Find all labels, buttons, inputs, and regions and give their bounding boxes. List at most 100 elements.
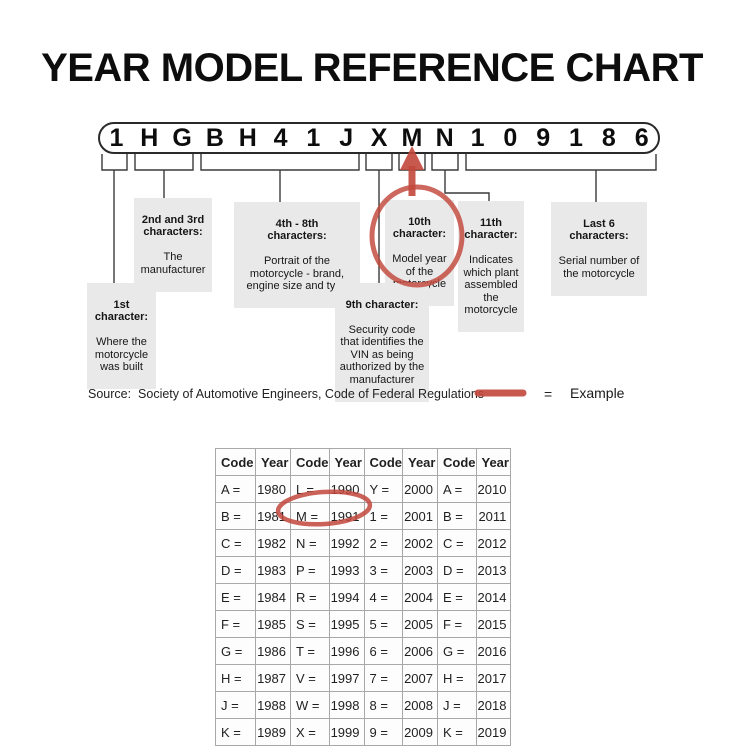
table-column-header: Year	[328, 448, 365, 476]
code-cell: G =	[437, 637, 477, 665]
bracket-char-10	[398, 154, 426, 171]
code-cell: 8 =	[363, 691, 403, 719]
table-row: G = 1986 T = 1996 6 = 2006 G = 2016	[215, 637, 512, 665]
callout-heading: 9th character:	[345, 298, 419, 311]
year-cell: 1981	[255, 502, 291, 530]
year-cell: 1987	[255, 664, 291, 692]
year-cell: 1982	[255, 529, 291, 557]
year-cell: 1980	[255, 475, 291, 503]
code-cell: A =	[437, 475, 477, 503]
code-cell: H =	[215, 664, 256, 692]
code-cell: Y =	[363, 475, 403, 503]
code-cell: C =	[437, 529, 477, 557]
year-cell: 2015	[475, 610, 512, 638]
year-cell: 1997	[328, 664, 365, 692]
code-cell: E =	[437, 583, 477, 611]
year-cell: 2001	[402, 502, 438, 530]
callout-4th-8th-characters: 4th - 8th characters: Portrait of the mo…	[234, 202, 360, 308]
bracket-last-6	[465, 154, 657, 171]
year-cell: 1991	[328, 502, 365, 530]
table-column-header: Year	[255, 448, 291, 476]
vin-character: H	[140, 123, 159, 152]
year-cell: 2007	[402, 664, 438, 692]
vin-character: 6	[634, 123, 649, 152]
code-cell: D =	[215, 556, 256, 584]
legend-label: Example	[570, 385, 625, 401]
table-row: K = 1989 X = 1999 9 = 2009 K = 2019	[215, 718, 512, 746]
year-code-table-body: A = 1980 L = 1990 Y = 2000 A = 2010 B = 1981 M = 19…	[215, 475, 512, 746]
year-cell: 2000	[402, 475, 438, 503]
vin-character: 8	[601, 123, 616, 152]
table-column-header: Year	[475, 448, 512, 476]
vin-character: J	[339, 123, 354, 152]
table-row: H = 1987 V = 1997 7 = 2007 H = 2017	[215, 664, 512, 692]
callout-body: Where the motorcycle was built	[94, 336, 149, 373]
callout-heading: 10th character:	[392, 215, 447, 241]
vin-character: M	[401, 123, 423, 152]
year-cell: 1999	[328, 718, 365, 746]
code-cell: X =	[290, 718, 330, 746]
legend-equals: =	[544, 386, 553, 402]
vin-character: 1	[306, 123, 321, 152]
callout-heading: 11th character:	[464, 216, 518, 242]
table-column-header: Code	[215, 448, 256, 476]
year-cell: 2008	[402, 691, 438, 719]
vin-character: B	[205, 123, 224, 152]
vin-character: N	[435, 123, 454, 152]
year-cell: 2013	[475, 556, 512, 584]
code-cell: C =	[215, 529, 256, 557]
callout-1st-character: 1st character: Where the motorcycle was …	[87, 283, 156, 389]
code-cell: E =	[215, 583, 256, 611]
vin-character: 4	[273, 123, 288, 152]
code-cell: J =	[215, 691, 256, 719]
table-row: A = 1980 L = 1990 Y = 2000 A = 2010	[215, 475, 512, 503]
year-cell: 2014	[475, 583, 512, 611]
year-cell: 1990	[328, 475, 365, 503]
year-cell: 1992	[328, 529, 365, 557]
code-cell: J =	[437, 691, 477, 719]
vin-character: 1	[109, 123, 124, 152]
bracket-chars-4-8	[200, 154, 360, 171]
code-cell: K =	[215, 718, 256, 746]
year-cell: 1995	[328, 610, 365, 638]
code-cell: 6 =	[363, 637, 403, 665]
code-cell: 2 =	[363, 529, 403, 557]
code-cell: 4 =	[363, 583, 403, 611]
year-cell: 1989	[255, 718, 291, 746]
code-cell: G =	[215, 637, 256, 665]
callout-heading: 2nd and 3rd characters:	[141, 213, 205, 239]
year-cell: 1985	[255, 610, 291, 638]
code-cell: 1 =	[363, 502, 403, 530]
year-cell: 2003	[402, 556, 438, 584]
code-cell: M =	[290, 502, 330, 530]
vin-character: 1	[470, 123, 485, 152]
vin-character: X	[370, 123, 388, 152]
year-cell: 2009	[402, 718, 438, 746]
callout-body: Portrait of the motorcycle - brand, engi…	[246, 255, 348, 292]
code-cell: K =	[437, 718, 477, 746]
code-cell: L =	[290, 475, 330, 503]
year-cell: 1983	[255, 556, 291, 584]
year-cell: 2019	[475, 718, 512, 746]
table-row: F = 1985 S = 1995 5 = 2005 F = 2015	[215, 610, 512, 638]
code-cell: N =	[290, 529, 330, 557]
year-cell: 2016	[475, 637, 512, 665]
year-code-table-header: Code Year Code Year Code Year Code Year	[215, 448, 512, 476]
callout-2nd-3rd-characters: 2nd and 3rd characters: The manufacturer	[134, 198, 212, 292]
code-cell: F =	[215, 610, 256, 638]
year-cell: 2017	[475, 664, 512, 692]
bracket-chars-2-3	[134, 154, 194, 171]
year-cell: 1984	[255, 583, 291, 611]
vin-character: 0	[503, 123, 518, 152]
code-cell: B =	[437, 502, 477, 530]
table-column-header: Code	[437, 448, 477, 476]
code-cell: 7 =	[363, 664, 403, 692]
year-cell: 1998	[328, 691, 365, 719]
year-cell: 1986	[255, 637, 291, 665]
table-column-header: Code	[363, 448, 403, 476]
code-cell: 9 =	[363, 718, 403, 746]
callout-heading: 1st character:	[94, 298, 149, 324]
code-cell: D =	[437, 556, 477, 584]
callout-body: Indicates which plant assembled the moto…	[463, 254, 519, 316]
